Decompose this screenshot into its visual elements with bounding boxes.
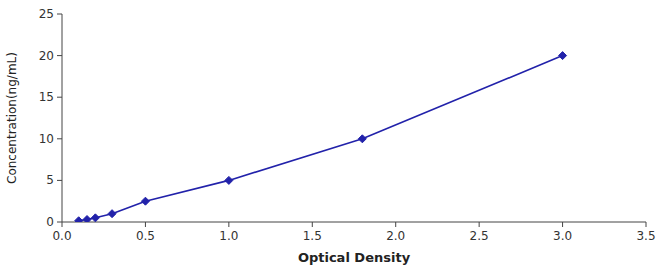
- x-tick-label: 1.0: [219, 229, 238, 243]
- x-tick-label: 2.5: [470, 229, 489, 243]
- y-tick-label: 0: [46, 215, 54, 229]
- x-tick-label: 2.0: [386, 229, 405, 243]
- x-axis-line: [62, 222, 646, 223]
- x-tick: [145, 222, 146, 227]
- y-tick-label: 10: [39, 132, 54, 146]
- y-tick: [57, 14, 62, 15]
- y-tick: [57, 97, 62, 98]
- axes: 0.0 0.5 1.0 1.5 2.0 2.5 3.0 3.5 0 5 10 15 20 25: [39, 7, 656, 243]
- x-tick: [395, 222, 396, 227]
- x-tick-label: 3.5: [636, 229, 655, 243]
- data-point: [225, 176, 233, 184]
- x-tick: [562, 222, 563, 227]
- page: {"chart_data": {"type": "line", "x": [0.…: [0, 0, 664, 272]
- y-tick: [57, 222, 62, 223]
- x-axis-label: Optical Density: [298, 250, 411, 265]
- y-tick: [57, 55, 62, 56]
- data-point: [83, 216, 91, 222]
- plot-area: [75, 52, 567, 222]
- data-point: [141, 197, 149, 205]
- chart-container: 0.0 0.5 1.0 1.5 2.0 2.5 3.0 3.5 0 5 10 15 20 25 Optica…: [0, 0, 664, 272]
- x-tick: [312, 222, 313, 227]
- y-tick-label: 20: [39, 49, 54, 63]
- data-point: [358, 135, 366, 143]
- x-tick-label: 0.5: [136, 229, 155, 243]
- x-tick: [646, 222, 647, 227]
- y-tick: [57, 138, 62, 139]
- x-tick-label: 1.5: [303, 229, 322, 243]
- y-tick-label: 5: [46, 173, 54, 187]
- y-axis-label: Concentration(ng/mL): [5, 52, 19, 184]
- data-point: [75, 217, 83, 222]
- y-tick-label: 25: [39, 7, 54, 21]
- x-tick-label: 3.0: [553, 229, 572, 243]
- data-point: [91, 214, 99, 222]
- y-tick: [57, 180, 62, 181]
- x-tick: [479, 222, 480, 227]
- x-tick-label: 0.0: [52, 229, 71, 243]
- y-tick-label: 15: [39, 90, 54, 104]
- chart-svg: 0.0 0.5 1.0 1.5 2.0 2.5 3.0 3.5 0 5 10 15 20 25 Optica…: [0, 0, 664, 272]
- y-axis-line: [62, 14, 63, 222]
- data-point: [108, 210, 116, 218]
- x-tick: [62, 222, 63, 227]
- data-point: [559, 52, 567, 60]
- data-line: [79, 56, 563, 221]
- x-tick: [228, 222, 229, 227]
